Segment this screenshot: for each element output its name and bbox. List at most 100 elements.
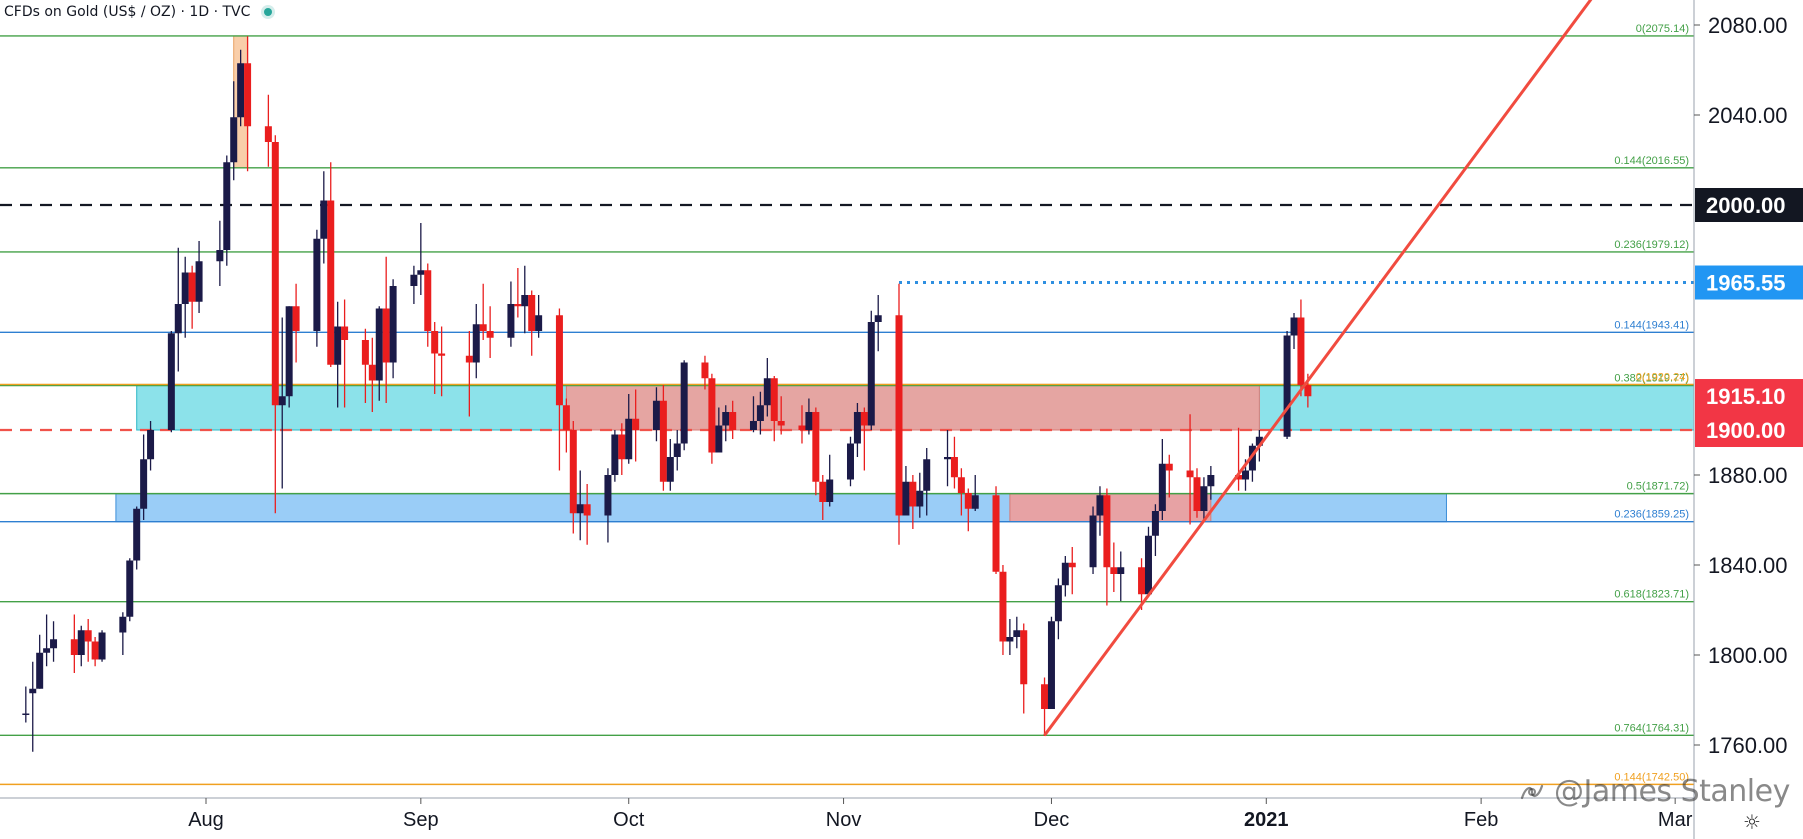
candle-bullish — [237, 49, 245, 127]
candle-bearish — [424, 263, 432, 347]
candle-bearish — [777, 396, 785, 435]
candle-body — [410, 274, 418, 286]
candle-body — [1096, 495, 1104, 516]
candle-bullish — [652, 387, 660, 442]
candle-body — [729, 412, 737, 430]
candle-body — [1207, 475, 1215, 487]
candle-body — [334, 326, 342, 365]
candle-body — [216, 250, 224, 262]
price-badge-bg — [1695, 413, 1803, 447]
candle-body — [36, 652, 44, 689]
candle-body — [805, 412, 813, 430]
candle-body — [1158, 463, 1166, 511]
candle-bullish — [826, 454, 834, 507]
price-badge-label: 2000.00 — [1706, 193, 1786, 218]
candle-bullish — [944, 430, 952, 487]
candle-bullish — [853, 403, 861, 457]
fib-label: 0.382(1919.77) — [1614, 373, 1689, 385]
candle-bearish — [244, 36, 252, 172]
candle-body — [341, 326, 349, 340]
candle-bullish — [36, 634, 44, 689]
candle-body — [964, 493, 972, 509]
x-tick-label: Oct — [613, 809, 645, 831]
price-badge-label: 1915.10 — [1706, 384, 1786, 409]
candle-body — [853, 412, 861, 444]
candle-bullish — [625, 394, 633, 464]
candle-body — [119, 616, 127, 633]
watermark-text: @James Stanley — [1554, 774, 1790, 809]
candle-bearish — [264, 94, 272, 167]
fib-label: 0.144(1943.41) — [1614, 319, 1689, 331]
candle-bearish — [431, 322, 439, 394]
price-badge-black: 2000.00 — [1695, 188, 1803, 222]
candle-bullish — [133, 506, 141, 570]
candle-body — [1117, 567, 1125, 574]
candle-bullish — [507, 281, 515, 347]
candle-bullish — [867, 310, 875, 430]
chart-title: CFDs on Gold (US$ / OZ) · 1D · TVC — [4, 4, 273, 20]
candle-body — [569, 430, 577, 514]
candle-bearish — [465, 331, 473, 417]
support-trendline — [1043, 0, 1593, 737]
candle-bearish — [957, 468, 965, 516]
candle-body — [320, 200, 328, 239]
candle-bullish — [1200, 477, 1208, 523]
candle-body — [715, 425, 723, 453]
candle-bullish — [181, 256, 189, 338]
y-tick-label: 1840.00 — [1708, 553, 1788, 578]
candle-body — [625, 418, 633, 460]
candle-bullish — [29, 661, 37, 752]
candle-body — [923, 459, 931, 491]
candle-bullish — [1061, 556, 1069, 597]
candle-body — [902, 481, 910, 516]
candle-body — [1103, 495, 1111, 568]
candle-body — [479, 324, 487, 331]
candle-body — [133, 508, 141, 561]
candle-body — [431, 331, 439, 354]
candle-bullish — [715, 407, 723, 453]
candle-body — [701, 362, 709, 379]
price-badge-bg — [1695, 379, 1803, 414]
candle-body — [604, 475, 612, 516]
candle-bearish — [632, 389, 640, 462]
candle-body — [583, 504, 591, 516]
candle-bearish — [479, 283, 487, 340]
candle-body — [140, 459, 148, 509]
candle-body — [867, 322, 875, 426]
price-badge-bg — [1695, 265, 1803, 300]
candle-body — [195, 261, 203, 302]
candle-bullish — [230, 81, 238, 181]
y-tick-label: 2040.00 — [1708, 103, 1788, 128]
candle-bullish — [278, 317, 286, 489]
candle-bearish — [1186, 414, 1194, 525]
candle-body — [514, 304, 522, 307]
x-tick-label: Dec — [1034, 809, 1070, 831]
candle-body — [417, 270, 425, 275]
candle-bullish — [43, 614, 51, 667]
candle-bearish — [341, 299, 349, 408]
candle-bullish — [389, 279, 397, 379]
candle-body — [368, 364, 376, 381]
candle-body — [1061, 562, 1069, 586]
candle-bullish — [1207, 466, 1215, 500]
candle-bullish — [22, 686, 30, 723]
candle-bullish — [126, 558, 134, 622]
candle-bullish — [756, 391, 764, 435]
candle-body — [292, 306, 300, 331]
candle-body — [1020, 630, 1028, 685]
candle-bearish — [382, 256, 390, 403]
candle-bearish — [909, 475, 917, 529]
candle-bullish — [1117, 551, 1125, 601]
x-tick-label: 2021 — [1244, 809, 1289, 831]
candle-body — [673, 443, 681, 457]
candle-bearish — [292, 283, 300, 363]
candle-body — [749, 421, 757, 430]
candle-body — [1200, 486, 1208, 511]
candle-bullish — [216, 220, 224, 286]
candle-bullish — [472, 304, 480, 379]
candle-body — [1006, 637, 1014, 642]
candle-bullish — [417, 223, 425, 295]
candle-bullish — [1013, 616, 1021, 649]
candle-bearish — [70, 614, 78, 673]
